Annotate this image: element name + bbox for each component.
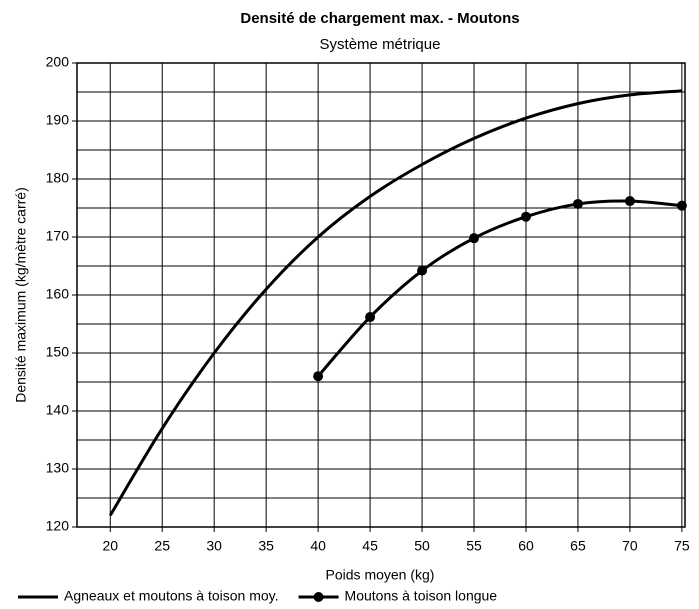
plot-frame [76, 62, 686, 528]
chart-title: Densité de chargement max. - Moutons [240, 10, 519, 27]
x-tick-label: 65 [570, 538, 586, 554]
y-tick-label: 140 [46, 402, 70, 418]
x-tick-label: 20 [102, 538, 118, 554]
legend-marker [313, 592, 324, 602]
point-marker [520, 211, 531, 222]
point-marker [624, 196, 635, 207]
y-tick-label: 200 [46, 54, 70, 70]
legend-label: Moutons à toison longue [345, 588, 498, 604]
chart-subtitle: Système métrique [320, 36, 441, 53]
y-tick-label: 120 [46, 518, 70, 534]
x-tick-label: 40 [310, 538, 326, 554]
x-tick-label: 60 [518, 538, 534, 554]
x-tick-label: 25 [154, 538, 170, 554]
y-tick-label: 130 [46, 460, 70, 476]
y-tick-label: 150 [46, 344, 70, 360]
x-tick-label: 70 [622, 538, 638, 554]
x-tick-label: 35 [258, 538, 274, 554]
y-tick-label: 180 [46, 170, 70, 186]
x-tick-label: 75 [674, 538, 690, 554]
y-axis-label: Densité maximum (kg/mètre carré) [13, 187, 29, 403]
x-axis-label: Poids moyen (kg) [326, 567, 435, 583]
y-tick-label: 170 [46, 228, 70, 244]
x-tick-label: 55 [466, 538, 482, 554]
x-tick-label: 30 [206, 538, 222, 554]
point-marker [417, 265, 428, 276]
legend-label: Agneaux et moutons à toison moy. [64, 588, 279, 604]
point-marker [313, 371, 324, 382]
point-marker [365, 312, 376, 323]
point-marker [572, 198, 583, 209]
y-tick-label: 190 [46, 112, 70, 128]
series-line [108, 89, 682, 517]
series-line [316, 199, 683, 378]
point-marker [676, 200, 687, 211]
x-tick-label: 50 [414, 538, 430, 554]
x-tick-label: 45 [362, 538, 378, 554]
point-marker [469, 233, 480, 244]
y-tick-label: 160 [46, 286, 70, 302]
